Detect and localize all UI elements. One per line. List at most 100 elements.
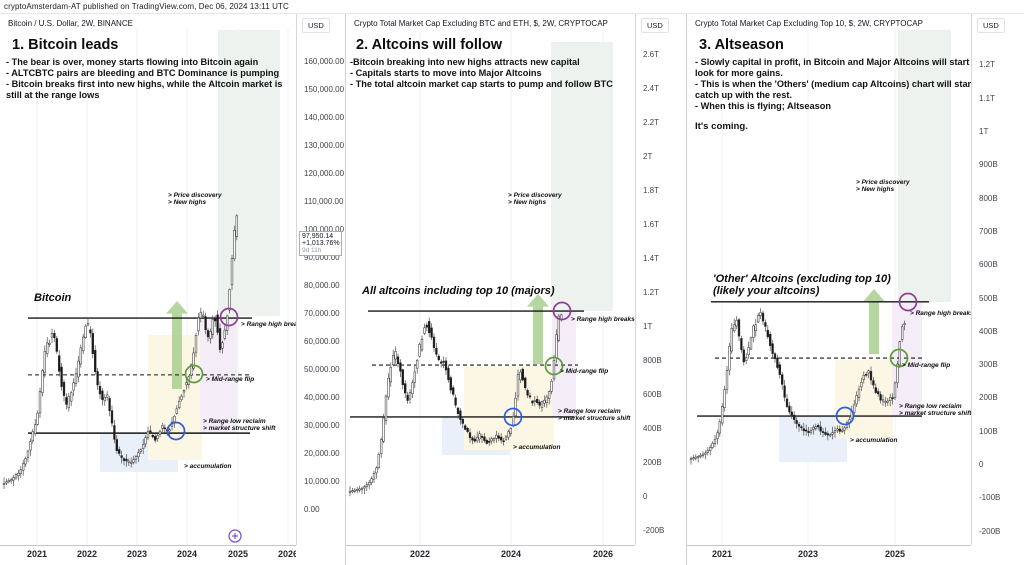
y-axis-tick: 1.2T <box>643 288 660 297</box>
x-axis-tick: 2021 <box>26 549 48 559</box>
range-high-break-marker[interactable] <box>552 301 572 321</box>
candlestick-series[interactable] <box>2 214 238 490</box>
price-change-percent: +1,013.76% <box>302 240 340 247</box>
attribution-text: cryptoAmsterdam-AT published on TradingV… <box>4 2 289 11</box>
y-axis-tick: 50,000.00 <box>304 365 340 374</box>
chart-annotation[interactable]: > Mid-range flip <box>902 362 951 369</box>
y-axis-tick: 1.1T <box>979 93 996 103</box>
y-axis-tick: 30,000.00 <box>304 421 340 430</box>
y-axis-tick: 800B <box>979 193 998 203</box>
up-arrow[interactable] <box>166 301 188 389</box>
chart-annotation[interactable]: > market structure shift <box>899 410 971 417</box>
chart-annotation[interactable]: > Range high breaks <box>241 321 296 328</box>
mid-range-flip-marker[interactable] <box>889 348 909 368</box>
chart-annotation[interactable]: > accumulation <box>513 444 561 451</box>
chart-annotation[interactable]: > accumulation <box>850 437 898 444</box>
y-axis-tick: 1T <box>643 322 653 331</box>
range-label[interactable]: All altcoins including top 10 (majors) <box>362 285 555 297</box>
y-axis-tick: -200B <box>979 526 1001 536</box>
mid-range-flip-marker[interactable] <box>544 356 564 376</box>
x-axis-tick: 2024 <box>176 549 198 559</box>
chart-annotation[interactable]: > Price discovery <box>856 179 910 186</box>
x-axis-tick: 2022 <box>409 549 431 559</box>
price-axis[interactable]: USD 97,950.14 +1,013.76% 9d 11h 160,000.… <box>296 14 345 545</box>
chart-canvas[interactable] <box>687 14 971 545</box>
y-axis-tick: 90,000.00 <box>304 253 340 262</box>
chart-annotation[interactable]: > Mid-range flip <box>206 376 255 383</box>
y-axis-tick: 110,000.00 <box>304 197 344 206</box>
range-high-break-marker[interactable] <box>219 307 239 327</box>
y-axis-tick: 140,000.00 <box>304 113 345 122</box>
y-axis-tick: 1.2T <box>979 60 996 70</box>
price-discovery-zone <box>551 42 613 311</box>
range-low-reclaim-marker[interactable] <box>166 421 186 441</box>
candlestick-series[interactable] <box>689 308 906 465</box>
x-axis-tick: 2025 <box>227 549 249 559</box>
up-arrow[interactable] <box>863 289 885 354</box>
up-arrow[interactable] <box>527 294 549 364</box>
y-axis-tick: -100B <box>979 493 1001 503</box>
range-high-break-marker[interactable] <box>898 292 918 312</box>
x-axis-tick: 2022 <box>76 549 98 559</box>
currency-label: USD <box>977 18 1005 33</box>
chart-canvas[interactable] <box>0 14 296 545</box>
x-axis-tick: 2024 <box>500 549 522 559</box>
price-discovery-zone <box>898 30 951 302</box>
chart-annotation[interactable]: > Range low reclaim <box>899 403 962 410</box>
price-axis[interactable]: USD 2.6T 2.4T 2.2T 2T 1.8T 1.6T 1.4T 1.2T 1T 800B… <box>635 14 686 545</box>
bar-countdown: 9d 11h <box>302 247 322 254</box>
chart-panel-altcoins: Crypto Total Market Cap Excluding BTC an… <box>345 14 686 565</box>
y-axis-tick: 80,000.00 <box>304 281 340 290</box>
time-axis[interactable]: 2021 2023 2025 <box>687 545 971 565</box>
chart-canvas[interactable] <box>346 14 635 545</box>
y-axis-tick: 0 <box>643 492 648 501</box>
y-axis-tick: 200B <box>643 458 662 467</box>
chart-annotation[interactable]: > market structure shift <box>203 425 276 432</box>
chart-annotation[interactable]: > market structure shift <box>558 415 631 422</box>
y-axis-tick: 120,000.00 <box>304 169 345 178</box>
chart-annotation[interactable]: > New highs <box>856 186 895 193</box>
plus-marker-icon[interactable] <box>228 529 242 543</box>
y-axis-tick: 400B <box>643 424 662 433</box>
time-axis[interactable]: 2021 2022 2023 2024 2025 2026 <box>0 545 296 565</box>
mid-range-flip-marker[interactable] <box>184 364 204 384</box>
price-chart-bitcoin[interactable]: Bitcoin / U.S. Dollar, 2W, BINANCE 1. Bi… <box>0 14 296 545</box>
y-axis-tick: 1.6T <box>643 220 660 229</box>
chart-annotation[interactable]: > accumulation <box>184 463 232 470</box>
chart-annotation[interactable]: > Price discovery <box>508 192 562 199</box>
y-axis-tick: 300B <box>979 360 998 370</box>
last-price: 97,950.14 <box>302 233 334 240</box>
chart-annotation[interactable]: > Range high breaks <box>571 316 635 323</box>
chart-panel-bitcoin: Bitcoin / U.S. Dollar, 2W, BINANCE 1. Bi… <box>0 14 345 565</box>
chart-annotation[interactable]: > New highs <box>508 199 547 206</box>
y-axis-tick: 2.4T <box>643 84 660 93</box>
range-low-reclaim-marker[interactable] <box>503 407 523 427</box>
y-axis-tick: 100,000.00 <box>304 225 345 234</box>
chart-annotation[interactable]: > Range low reclaim <box>558 408 621 415</box>
y-axis-tick: 0.00 <box>304 505 320 514</box>
range-low-reclaim-marker[interactable] <box>835 406 855 426</box>
range-label[interactable]: 'Other' Altcoins (excluding top 10) (like… <box>713 273 891 297</box>
attribution-bar: cryptoAmsterdam-AT published on TradingV… <box>0 0 1024 14</box>
chart-annotation[interactable]: > Range low reclaim <box>203 418 266 425</box>
candlestick-series[interactable] <box>348 313 563 497</box>
y-axis-tick: 40,000.00 <box>304 393 340 402</box>
chart-annotation[interactable]: > Range high breaks <box>910 310 971 317</box>
x-axis-tick: 2026 <box>277 549 296 559</box>
y-axis-tick: 600B <box>643 390 662 399</box>
chart-annotation[interactable]: > New highs <box>168 199 207 206</box>
time-axis[interactable]: 2022 2024 2026 <box>346 545 635 565</box>
y-axis-tick: 1.8T <box>643 186 660 195</box>
x-axis-tick: 2021 <box>711 549 733 559</box>
y-axis-tick: 60,000.00 <box>304 337 340 346</box>
range-label[interactable]: Bitcoin <box>34 292 72 304</box>
y-axis-tick: 200B <box>979 393 998 403</box>
y-axis-tick: 150,000.00 <box>304 85 345 94</box>
price-chart-altseason[interactable]: Crypto Total Market Cap Excluding Top 10… <box>687 14 971 545</box>
x-axis-tick: 2026 <box>592 549 614 559</box>
chart-annotation[interactable]: > Mid-range flip <box>560 368 609 375</box>
price-axis[interactable]: USD 1.2T 1.1T 1T 900B 800B 700B 600B 500B 400B 30… <box>971 14 1024 545</box>
price-chart-altcoins[interactable]: Crypto Total Market Cap Excluding BTC an… <box>346 14 635 545</box>
y-axis-tick: 2.6T <box>643 50 660 59</box>
chart-annotation[interactable]: > Price discovery <box>168 192 222 199</box>
